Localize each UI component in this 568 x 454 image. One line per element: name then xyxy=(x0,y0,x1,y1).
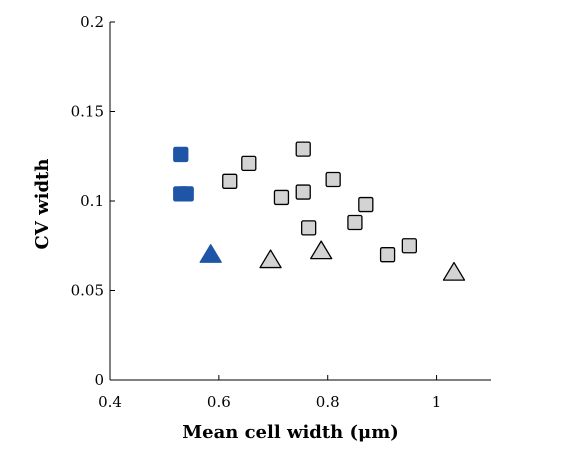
data-point-square xyxy=(222,173,238,189)
ticks: 0.4 0.6 0.8 1 0 0.05 0.1 0.15 0.2 xyxy=(71,13,442,411)
y-tick-label: 0.15 xyxy=(71,103,104,121)
x-tick-label: 1 xyxy=(432,393,442,411)
data-point-triangle xyxy=(199,244,222,263)
data-point-square xyxy=(295,141,311,157)
data-point-square xyxy=(295,184,311,200)
data-point-square xyxy=(401,238,418,254)
data-point-square xyxy=(301,220,317,236)
y-tick-label: 0.2 xyxy=(80,13,104,31)
data-point-square xyxy=(178,186,194,202)
x-tick-label: 0.6 xyxy=(207,393,231,411)
data-point-square xyxy=(173,146,189,163)
axes xyxy=(109,22,491,381)
y-tick-label: 0.05 xyxy=(71,282,104,300)
data-points xyxy=(173,141,466,281)
data-point-triangle xyxy=(259,249,282,269)
x-tick-label: 0.8 xyxy=(316,393,340,411)
data-point-square xyxy=(379,247,396,263)
data-point-square xyxy=(273,189,290,206)
data-point-triangle xyxy=(310,240,333,260)
data-point-triangle xyxy=(442,261,466,281)
y-axis-title: CV width xyxy=(32,159,53,250)
y-tick-label: 0.1 xyxy=(80,192,104,210)
data-point-square xyxy=(358,196,374,213)
x-tick-label: 0.4 xyxy=(98,393,122,411)
x-axis-title: Mean cell width (μm) xyxy=(182,422,399,443)
data-point-square xyxy=(241,155,257,172)
y-tick-label: 0 xyxy=(94,371,104,389)
data-point-square xyxy=(347,214,363,231)
data-point-square xyxy=(325,171,341,188)
